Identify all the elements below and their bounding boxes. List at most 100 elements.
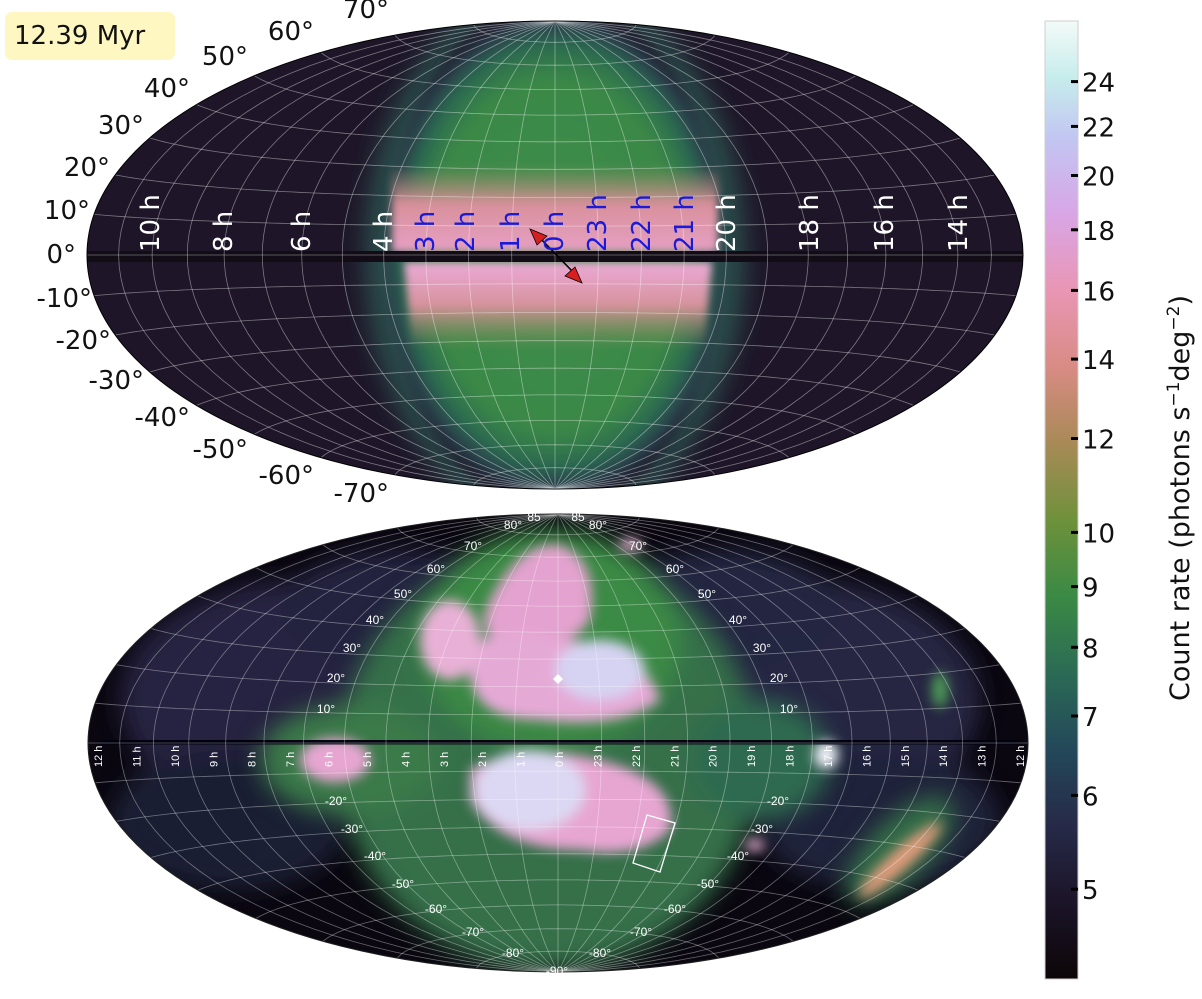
graticule-meridian bbox=[301, 21, 556, 489]
bottom-ra-label: 21 h bbox=[669, 746, 681, 767]
colorbar-tick-label: 12 bbox=[1082, 426, 1115, 456]
bottom-map-bright-regions bbox=[300, 539, 948, 898]
bottom-lat-label: 30° bbox=[753, 641, 771, 655]
top-ra-label: 18 h bbox=[795, 194, 825, 252]
graticule-meridian bbox=[303, 514, 559, 972]
bottom-lat-label: -70° bbox=[630, 925, 652, 939]
graticule-parallel bbox=[394, 34, 716, 66]
bottom-ra-label: 2 h bbox=[477, 752, 489, 767]
top-ra-label: 2 h bbox=[451, 211, 481, 252]
colorbar-tick-label: 14 bbox=[1082, 346, 1115, 376]
bottom-ra-label: 5 h bbox=[362, 752, 374, 767]
bottom-lat-label: 30° bbox=[343, 641, 361, 655]
graticule-meridian bbox=[385, 514, 559, 972]
bottom-lat-label: -80° bbox=[502, 946, 524, 960]
bottom-lat-label: -50° bbox=[697, 877, 719, 891]
bottom-lat-label: -30° bbox=[751, 822, 773, 836]
graticule-parallel bbox=[396, 928, 720, 959]
graticule-parallel bbox=[396, 527, 720, 558]
graticule-meridian bbox=[223, 21, 556, 489]
bottom-ra-label: 0 h bbox=[554, 752, 566, 767]
colorbar-tick-label: 18 bbox=[1082, 217, 1115, 247]
graticule-parallel bbox=[115, 174, 995, 198]
top-lat-label: 30° bbox=[98, 111, 144, 141]
bottom-ra-label: 13 h bbox=[977, 746, 989, 767]
graticule-parallel bbox=[322, 904, 794, 942]
graticule-parallel bbox=[255, 879, 861, 919]
graticule-meridian bbox=[557, 514, 813, 972]
graticule-meridian bbox=[557, 514, 602, 972]
top-map-equator-lane bbox=[87, 251, 1023, 262]
graticule-parallel bbox=[476, 950, 640, 969]
top-lat-label: 20° bbox=[64, 153, 110, 183]
top-lat-label: 0° bbox=[46, 240, 76, 270]
graticule-meridian bbox=[554, 21, 959, 489]
graticule-meridian bbox=[188, 514, 559, 972]
bottom-ra-label: 17 h bbox=[823, 746, 835, 767]
graticule-meridian bbox=[557, 514, 928, 972]
graticule-meridian bbox=[425, 21, 556, 489]
graticule-meridian bbox=[554, 21, 599, 489]
graticule-parallel bbox=[95, 702, 1021, 716]
graticule-meridian bbox=[554, 21, 887, 489]
graticule-meridian bbox=[554, 21, 769, 489]
bottom-lat-label: 85 bbox=[527, 510, 541, 524]
top-lat-label: 60° bbox=[268, 17, 314, 47]
top-ra-label: 1 h bbox=[496, 211, 526, 252]
top-ra-label: 4 h bbox=[369, 211, 399, 252]
top-ra-label: 0 h bbox=[540, 211, 570, 252]
colorbar-tick-label: 24 bbox=[1082, 69, 1115, 99]
bottom-ra-label: 18 h bbox=[785, 746, 797, 767]
bottom-map: 10° 20° 30° 40° 50° 60° 70° 80° 85 10° 2… bbox=[87, 510, 1029, 978]
top-lat-label: 10° bbox=[44, 196, 90, 226]
bottom-map-graticule bbox=[88, 514, 1028, 972]
top-lat-label: -30° bbox=[89, 366, 144, 396]
colorbar-tick-label: 7 bbox=[1082, 703, 1099, 733]
graticule-meridian bbox=[119, 514, 559, 972]
bottom-lat-label: -30° bbox=[341, 822, 363, 836]
bottom-lat-label: 70° bbox=[464, 539, 482, 553]
top-lat-label: -10° bbox=[37, 284, 92, 314]
top-map-band-north bbox=[392, 165, 718, 252]
colorbar-gradient bbox=[1044, 20, 1079, 980]
bottom-lat-label: -60° bbox=[425, 902, 447, 916]
graticule-meridian bbox=[514, 514, 559, 972]
colorbar-tick-label: 16 bbox=[1082, 277, 1115, 307]
graticule-parallel bbox=[197, 853, 919, 891]
graticule-meridian bbox=[557, 514, 853, 972]
bottom-lat-label: -80° bbox=[589, 946, 611, 960]
top-ra-label: 21 h bbox=[670, 194, 700, 252]
bottom-lat-label: 20° bbox=[770, 671, 788, 685]
graticule-meridian bbox=[557, 514, 646, 972]
bottom-ra-label: 9 h bbox=[208, 752, 220, 767]
bottom-lat-label: -40° bbox=[364, 849, 386, 863]
bottom-lat-label: -50° bbox=[392, 877, 414, 891]
graticule-parallel bbox=[150, 826, 966, 858]
graticule-meridian bbox=[557, 514, 964, 972]
top-ra-label: 10 h bbox=[136, 194, 166, 252]
graticule-parallel bbox=[196, 367, 914, 406]
bottom-ra-label: 1 h bbox=[516, 752, 528, 767]
bottom-lat-label: -60° bbox=[664, 902, 686, 916]
colorbar-tick-label: 9 bbox=[1082, 574, 1099, 604]
bottom-ra-label: 14 h bbox=[938, 746, 950, 767]
bottom-lat-label: 40° bbox=[366, 613, 384, 627]
graticule-meridian bbox=[341, 21, 556, 489]
top-lat-label: 70° bbox=[343, 0, 389, 25]
bottom-lat-label: -40° bbox=[727, 849, 749, 863]
bottom-ra-label: 19 h bbox=[746, 746, 758, 767]
graticule-meridian bbox=[557, 514, 731, 972]
colorbar-tick-label: 8 bbox=[1082, 634, 1099, 664]
top-ra-label: 16 h bbox=[870, 194, 900, 252]
bottom-ra-label: 3 h bbox=[439, 752, 451, 767]
bottom-map-equator-lane bbox=[99, 732, 1021, 752]
graticule-parallel bbox=[94, 283, 1016, 296]
bottom-ra-label: 15 h bbox=[900, 746, 912, 767]
graticule-meridian bbox=[263, 514, 559, 972]
graticule-parallel bbox=[320, 52, 790, 90]
graticule-meridian bbox=[554, 21, 642, 489]
graticule-parallel bbox=[149, 137, 961, 170]
time-label: 12.39 Myr bbox=[5, 12, 175, 60]
bottom-ra-label: 22 h bbox=[631, 746, 643, 767]
